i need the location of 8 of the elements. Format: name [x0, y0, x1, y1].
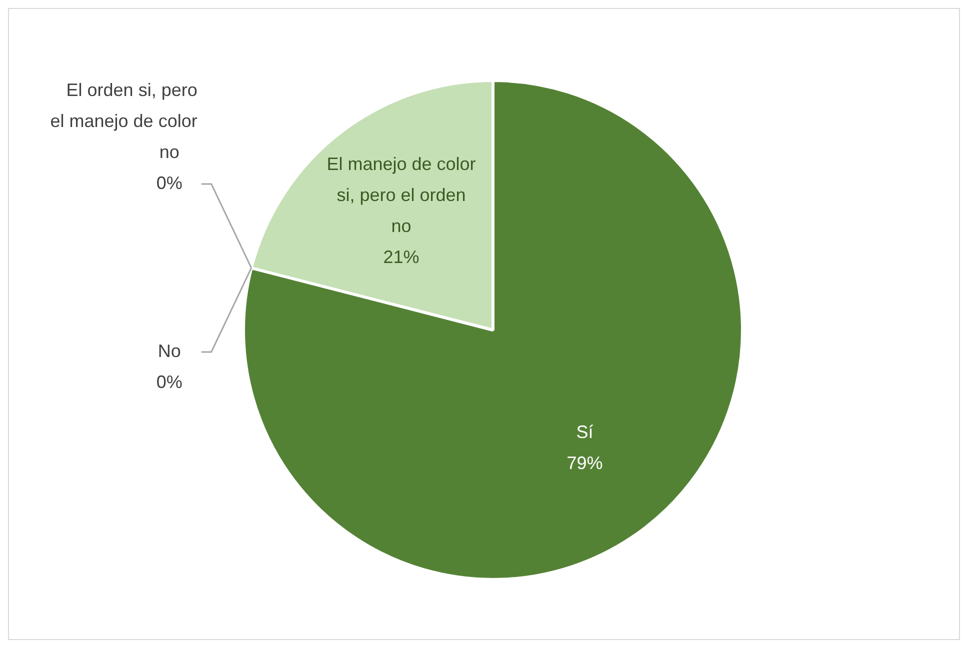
slice-label: El manejo de color si, pero el orden no: [326, 154, 476, 236]
category-label: No: [158, 340, 181, 361]
slice-label: Sí: [576, 422, 594, 442]
category-label: El orden si, pero el manejo de color no: [50, 80, 198, 162]
data-label: 21%: [383, 247, 420, 268]
data-label: 79%: [566, 452, 603, 473]
text: 0%: [156, 372, 182, 392]
text: 0%: [156, 172, 182, 193]
